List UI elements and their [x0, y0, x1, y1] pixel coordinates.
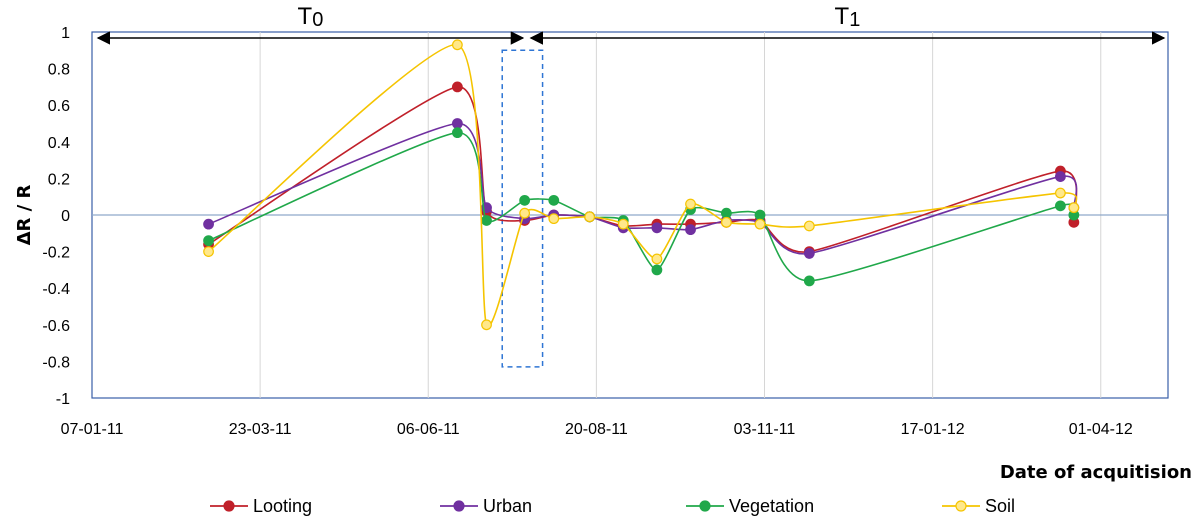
data-point	[519, 194, 531, 206]
legend-marker	[699, 500, 711, 512]
x-axis-title: Date of acquitision	[1000, 462, 1192, 483]
legend-label: Urban	[483, 496, 532, 516]
legend-marker	[223, 500, 235, 512]
data-point	[481, 319, 492, 331]
x-tick-label: 23-03-11	[229, 421, 292, 438]
data-point	[685, 224, 696, 236]
data-point	[1054, 200, 1066, 212]
series-line	[208, 86, 1078, 253]
data-point	[584, 211, 596, 223]
x-tick-label: 03-11-11	[734, 421, 796, 438]
x-tick-label: 20-08-11	[565, 421, 628, 438]
data-point	[519, 207, 531, 219]
data-point	[1068, 202, 1080, 214]
y-tick-label: -0.4	[42, 281, 70, 298]
data-point	[720, 207, 732, 219]
x-tick-labels: 07-01-11 23-03-11 06-06-11 20-08-11 03-11-11…	[61, 421, 1133, 438]
period-label: T0	[298, 3, 324, 31]
y-axis-title: ΔR / R	[14, 184, 35, 245]
legend-item-vegetation: Vegetation	[686, 496, 814, 516]
data-point	[720, 216, 732, 228]
series-line	[208, 122, 1078, 255]
x-tick-label: 06-06-11	[397, 421, 460, 438]
y-tick-label: 1	[61, 25, 70, 42]
x-tick-label: 17-01-12	[901, 421, 965, 438]
y-tick-label: 0.8	[48, 62, 70, 79]
data-point	[651, 253, 663, 265]
data-point	[651, 264, 663, 276]
data-point	[1054, 187, 1066, 199]
legend-marker	[955, 500, 967, 512]
data-point	[803, 220, 815, 232]
legend-item-soil: Soil	[942, 496, 1015, 516]
x-tick-label: 07-01-11	[61, 421, 124, 438]
data-point	[617, 218, 629, 230]
data-point	[451, 127, 463, 139]
series-line	[208, 131, 1078, 282]
legend-label: Vegetation	[729, 496, 814, 516]
data-point	[754, 209, 766, 221]
series-group	[203, 39, 1080, 331]
data-point	[451, 81, 463, 93]
period-label: T1	[835, 3, 861, 31]
period-arrows: T0 T1	[96, 3, 1166, 45]
data-point	[451, 39, 463, 51]
legend: Looting Urban Vegetation Soil	[210, 496, 1015, 516]
data-point	[451, 118, 463, 129]
legend-label: Soil	[985, 496, 1015, 516]
y-tick-label: 0.6	[48, 98, 70, 115]
data-point	[548, 194, 560, 206]
legend-item-urban: Urban	[440, 496, 532, 516]
data-point	[203, 218, 214, 230]
y-tick-label: 0.4	[48, 135, 70, 152]
x-tick-label: 01-04-12	[1069, 421, 1133, 438]
data-point	[481, 215, 492, 226]
series-soil	[203, 39, 1080, 331]
data-point	[203, 235, 214, 247]
y-tick-label: -0.8	[42, 354, 70, 371]
y-tick-label: 0	[61, 208, 70, 225]
data-point	[685, 198, 696, 210]
y-tick-label: -1	[56, 391, 70, 408]
y-tick-label: -0.2	[42, 245, 70, 262]
y-tick-labels: 1 0.8 0.6 0.4 0.2 0 -0.2 -0.4 -0.6 -0.8 -1	[42, 25, 70, 408]
legend-item-looting: Looting	[210, 496, 312, 516]
y-tick-label: -0.6	[42, 318, 70, 335]
data-point	[754, 218, 766, 230]
data-point	[203, 246, 214, 258]
data-point	[651, 222, 663, 234]
legend-marker	[453, 500, 465, 512]
data-point	[803, 275, 815, 287]
data-point	[548, 213, 560, 225]
y-tick-label: 0.2	[48, 171, 70, 188]
legend-label: Looting	[253, 496, 312, 516]
data-point	[1054, 171, 1066, 182]
data-point	[803, 248, 815, 259]
highlight-box	[501, 49, 544, 368]
